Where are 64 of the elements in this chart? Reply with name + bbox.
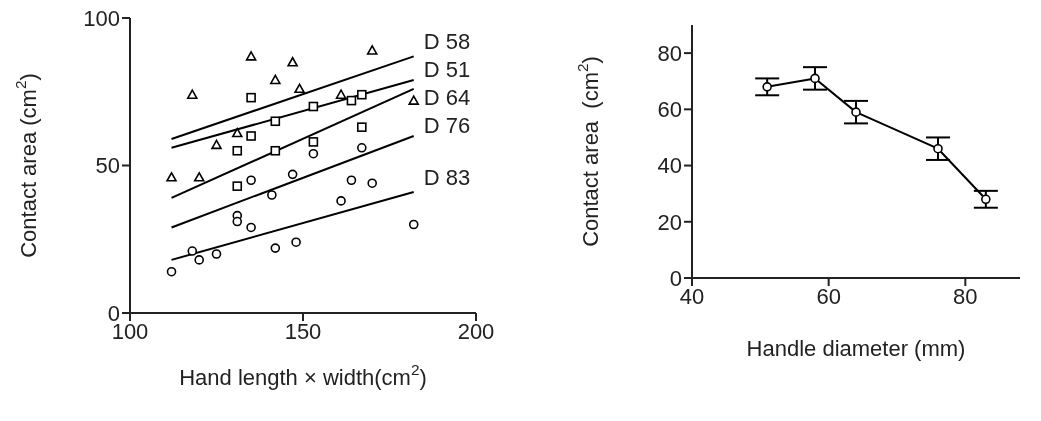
point: [367, 178, 377, 188]
y-tick-label: 40: [657, 153, 682, 179]
x-tick-label: 80: [953, 283, 978, 309]
point: [346, 175, 357, 186]
y-tick-label: 50: [95, 153, 120, 179]
x-tick-label: 60: [816, 283, 841, 309]
x-axis-title: Hand length × width(cm$^{2}$): [179, 360, 427, 390]
point: [851, 107, 861, 117]
series-label: D 51: [423, 57, 471, 83]
y-tick-label: 80: [657, 40, 682, 66]
point: [211, 139, 222, 150]
point: [366, 45, 378, 55]
y-tick-label: 20: [657, 209, 682, 235]
point: [246, 222, 256, 233]
point: [357, 122, 367, 132]
point: [270, 74, 281, 85]
point: [232, 216, 243, 227]
point: [408, 95, 420, 105]
point: [308, 137, 319, 147]
point: [232, 181, 243, 191]
point: [408, 219, 419, 230]
point: [193, 172, 205, 182]
point: [194, 255, 204, 265]
x-tick-label: 40: [679, 283, 705, 309]
point: [357, 89, 367, 100]
y-tick-label: 60: [657, 97, 682, 123]
point: [933, 143, 943, 154]
point: [270, 116, 281, 127]
point: [232, 145, 243, 156]
point: [287, 169, 298, 180]
point: [810, 73, 820, 84]
point: [981, 194, 991, 205]
point: [211, 249, 222, 259]
point: [357, 143, 367, 153]
point: [336, 196, 346, 206]
point: [245, 51, 257, 61]
x-tick-label: 150: [284, 318, 322, 344]
point: [308, 101, 319, 112]
point: [166, 266, 177, 277]
point: [291, 237, 301, 247]
point: [187, 246, 198, 256]
point: [270, 145, 281, 156]
point: [335, 89, 347, 99]
point: [308, 148, 319, 159]
series-label: D 58: [423, 29, 471, 55]
point: [287, 56, 298, 67]
point: [231, 127, 243, 138]
series-label: D 76: [423, 113, 471, 139]
x-tick-label: 200: [457, 318, 495, 344]
point: [166, 172, 177, 182]
point: [267, 190, 277, 200]
point: [270, 243, 281, 253]
point: [762, 82, 772, 92]
point: [246, 92, 256, 103]
point: [346, 95, 357, 106]
series-label: D 83: [423, 164, 471, 190]
series-label: D 64: [423, 85, 471, 111]
y-tick-label: 0: [669, 265, 682, 291]
point: [186, 89, 198, 99]
point: [294, 83, 305, 94]
y-tick-label: 100: [83, 5, 120, 31]
x-axis-title: Handle diameter (mm): [746, 335, 966, 361]
point: [246, 131, 256, 141]
point: [246, 175, 256, 186]
